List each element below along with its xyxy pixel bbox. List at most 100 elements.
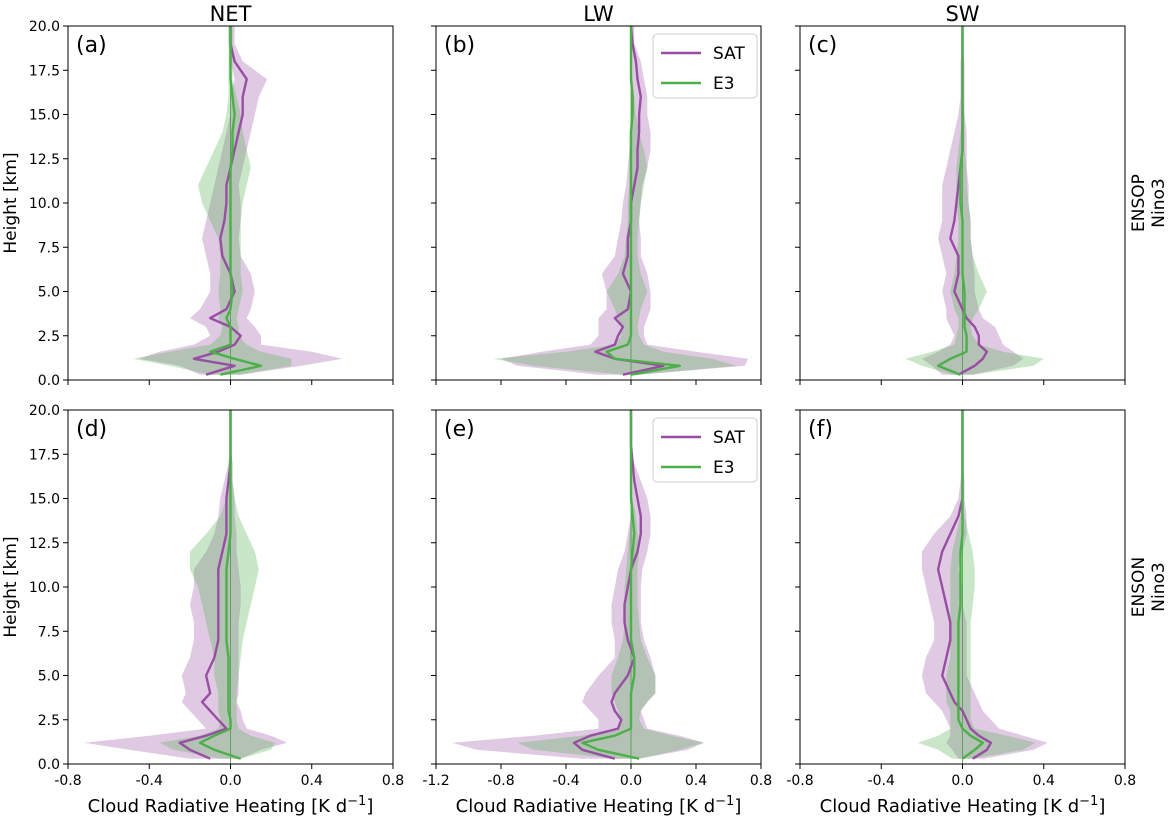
legend: SAT E3 [652, 417, 758, 483]
series-line-sat [572, 410, 642, 760]
series-line-sat [178, 410, 232, 760]
x-tick-label: 0.0 [219, 773, 241, 789]
panel-b: (b) LW SAT E3 [431, 2, 762, 385]
y-tick-label: 0.0 [38, 373, 60, 389]
plot-area [492, 26, 748, 380]
x-axis-label-sup: −1 [347, 794, 366, 809]
x-axis-label: Cloud Radiative Heating [K d−1] [456, 794, 742, 816]
x-axis-label-end: ] [1098, 796, 1105, 816]
series-line-e3 [957, 410, 984, 760]
y-tick-label: 2.5 [38, 329, 60, 345]
x-tick-label: 0.4 [685, 773, 707, 789]
x-tick-label: -0.4 [136, 773, 163, 789]
series-line-e3 [198, 410, 242, 760]
x-tick-label: 0.4 [1033, 773, 1055, 789]
x-tick-label: -0.8 [54, 773, 81, 789]
panel-d: 0.0 2.5 5.0 7.5 10.0 12.5 15.0 17.5 20.0 -0.8 -0.4… [1, 403, 404, 816]
band-e3 [133, 26, 292, 375]
plot-area [917, 410, 1048, 764]
row-label-line2: Nino3 [1149, 178, 1168, 227]
column-title: LW [583, 2, 614, 26]
x-tick-label: -0.4 [868, 773, 895, 789]
x-axis-label-sup: −1 [715, 794, 734, 809]
series-line-e3 [208, 26, 263, 376]
y-tick-label: 20.0 [29, 19, 60, 35]
y-tick-label: 17.5 [29, 63, 60, 79]
x-tick-label: 0.0 [620, 773, 642, 789]
column-title: NET [210, 2, 252, 26]
x-tick-label: -1.2 [422, 773, 449, 789]
panel-label: (d) [76, 417, 107, 442]
y-tick-label: 17.5 [29, 447, 60, 463]
panel-label: (a) [76, 33, 107, 58]
row-label-line2: Nino3 [1149, 562, 1168, 611]
y-tick-label: 5.0 [38, 285, 60, 301]
legend-label-sat: SAT [713, 428, 745, 448]
column-title: SW [945, 2, 979, 26]
panel-label: (f) [808, 417, 833, 442]
y-axis-label: Height [km] [1, 152, 21, 253]
band-sat [921, 26, 1024, 375]
panel-label: (b) [444, 33, 475, 58]
x-tick-label: 0.8 [1114, 773, 1136, 789]
legend-label-sat: SAT [713, 44, 745, 64]
y-tick-label: 5.0 [38, 669, 60, 685]
panel-label: (c) [808, 33, 837, 58]
y-tick-label: 12.5 [29, 536, 60, 552]
x-axis-label-main: Cloud Radiative Heating [K d [456, 796, 715, 816]
x-axis-label-main: Cloud Radiative Heating [K d [88, 796, 347, 816]
x-axis-label-main: Cloud Radiative Heating [K d [820, 796, 1079, 816]
band-e3 [492, 26, 737, 375]
y-axis-label: Height [km] [1, 536, 21, 637]
band-e3 [905, 26, 1044, 375]
x-axis-label-end: ] [734, 796, 741, 816]
band-sat [84, 410, 288, 759]
x-tick-label: -0.4 [552, 773, 579, 789]
band-sat [139, 26, 343, 375]
y-tick-label: 10.0 [29, 580, 60, 596]
y-tick-label: 12.5 [29, 152, 60, 168]
panel-a: 0.0 2.5 5.0 7.5 10.0 12.5 15.0 17.5 20.0 (a) NET He… [1, 2, 394, 389]
legend-label-e3: E3 [713, 74, 735, 94]
x-tick-label: 0.8 [382, 773, 404, 789]
y-tick-label: 20.0 [29, 403, 60, 419]
x-axis-label: Cloud Radiative Heating [K d−1] [88, 794, 374, 816]
x-tick-label: 0.4 [301, 773, 323, 789]
panel-e: -1.2 -0.8 -0.4 0.0 0.4 0.8 (e) SAT E3 Cloud Radia… [422, 409, 772, 816]
x-tick-label: 0.8 [750, 773, 772, 789]
row-label-line1: ENSOP [1129, 174, 1149, 232]
plot-area [84, 410, 288, 764]
x-tick-label: 0.0 [951, 773, 973, 789]
y-tick-label: 15.0 [29, 108, 60, 124]
series-line-sat [192, 26, 248, 376]
legend-label-e3: E3 [713, 458, 735, 478]
series-line-sat [594, 26, 665, 376]
x-axis-label-sup: −1 [1079, 794, 1098, 809]
series-line-e3 [936, 26, 968, 376]
y-tick-label: 10.0 [29, 196, 60, 212]
series-line-e3 [605, 26, 681, 376]
y-tick-label: 15.0 [29, 492, 60, 508]
x-tick-label: -0.8 [487, 773, 514, 789]
band-e3 [917, 410, 1036, 759]
band-sat [501, 26, 748, 375]
panel-c: (c) SW ENSOP Nino3 [795, 2, 1168, 385]
band-sat [452, 410, 705, 759]
series-line-e3 [581, 410, 640, 760]
panel-f: -0.8 -0.4 0.0 0.4 0.8 (f) Cloud Radiative Heat… [786, 409, 1168, 816]
y-tick-label: 0.0 [38, 757, 60, 773]
y-tick-label: 2.5 [38, 713, 60, 729]
plot-area [133, 26, 343, 380]
x-tick-label: -0.8 [786, 773, 813, 789]
row-label-line1: ENSON [1129, 557, 1149, 617]
x-axis-label-end: ] [366, 796, 373, 816]
panel-label: (e) [444, 417, 475, 442]
plot-area [452, 410, 705, 764]
y-tick-label: 7.5 [38, 624, 60, 640]
x-axis-label: Cloud Radiative Heating [K d−1] [820, 794, 1106, 816]
y-tick-label: 7.5 [38, 240, 60, 256]
band-sat [921, 410, 1048, 759]
plot-area [905, 26, 1044, 380]
